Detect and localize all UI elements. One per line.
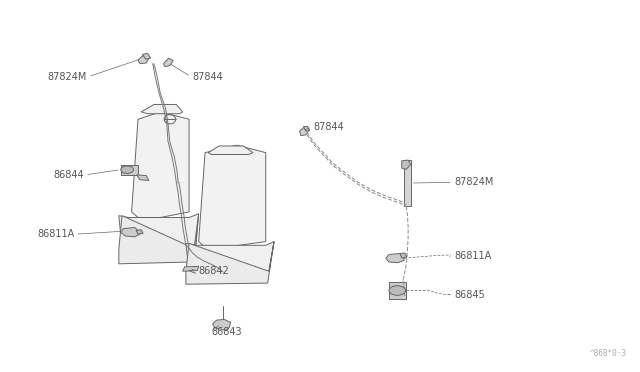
Polygon shape bbox=[186, 241, 274, 271]
Polygon shape bbox=[208, 146, 253, 154]
Polygon shape bbox=[121, 164, 138, 175]
Polygon shape bbox=[119, 214, 198, 249]
Polygon shape bbox=[300, 127, 309, 136]
Polygon shape bbox=[182, 266, 198, 271]
Polygon shape bbox=[404, 160, 411, 206]
Text: 86811A: 86811A bbox=[454, 251, 492, 262]
Circle shape bbox=[121, 166, 134, 173]
Polygon shape bbox=[143, 53, 151, 59]
Polygon shape bbox=[136, 230, 143, 234]
Polygon shape bbox=[141, 105, 182, 114]
Text: 86844: 86844 bbox=[53, 170, 84, 180]
Polygon shape bbox=[119, 214, 198, 264]
Text: 86845: 86845 bbox=[454, 290, 485, 300]
Polygon shape bbox=[402, 160, 411, 169]
Text: 87824M: 87824M bbox=[454, 177, 493, 187]
Text: 86843: 86843 bbox=[211, 327, 242, 337]
Polygon shape bbox=[121, 228, 140, 237]
Text: 86842: 86842 bbox=[198, 266, 229, 276]
Polygon shape bbox=[303, 126, 310, 131]
Polygon shape bbox=[389, 282, 406, 299]
Polygon shape bbox=[386, 253, 404, 263]
Polygon shape bbox=[164, 58, 173, 67]
Text: ^868*0·3: ^868*0·3 bbox=[589, 349, 627, 358]
Polygon shape bbox=[137, 175, 149, 180]
Polygon shape bbox=[198, 145, 266, 246]
Polygon shape bbox=[400, 253, 407, 258]
Text: 87844: 87844 bbox=[192, 72, 223, 82]
Text: 87824M: 87824M bbox=[47, 72, 87, 82]
Text: 86811A: 86811A bbox=[37, 229, 74, 239]
Polygon shape bbox=[132, 112, 189, 218]
Polygon shape bbox=[138, 54, 149, 64]
Polygon shape bbox=[186, 241, 274, 284]
Polygon shape bbox=[212, 320, 230, 331]
Text: 87844: 87844 bbox=[314, 122, 344, 132]
Circle shape bbox=[389, 286, 406, 295]
